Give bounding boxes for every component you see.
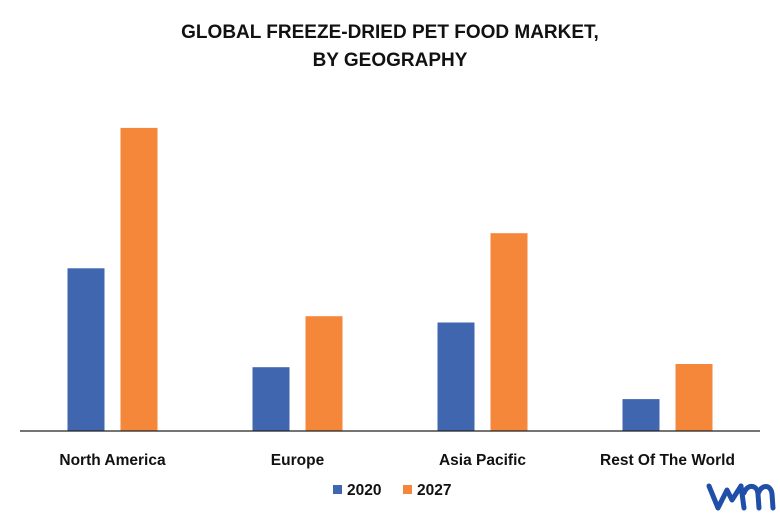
bar-2020-north-america bbox=[67, 268, 105, 431]
chart-subtitle: BY GEOGRAPHY bbox=[313, 50, 468, 71]
legend: 2020 2027 bbox=[333, 482, 451, 499]
x-tick-label: North America bbox=[59, 452, 166, 469]
x-tick-label: Asia Pacific bbox=[439, 452, 526, 469]
x-tick-label: Rest Of The World bbox=[600, 452, 735, 469]
chart-title: GLOBAL FREEZE-DRIED PET FOOD MARKET, bbox=[181, 22, 599, 43]
bar-2020-rest-of-the-world bbox=[622, 399, 660, 431]
legend-swatch-2020 bbox=[333, 485, 342, 494]
x-tick-labels: North America Europe Asia Pacific Rest Of T… bbox=[59, 452, 735, 469]
legend-label-2027: 2027 bbox=[417, 482, 451, 499]
vmr-logo-icon bbox=[706, 483, 776, 511]
bar-2020-asia-pacific bbox=[437, 322, 475, 431]
bar-2027-europe bbox=[305, 316, 343, 431]
bar-2027-asia-pacific bbox=[490, 233, 528, 431]
bars-group bbox=[67, 127, 713, 432]
bar-2027-rest-of-the-world bbox=[675, 364, 713, 431]
legend-swatch-2027 bbox=[403, 485, 412, 494]
legend-label-2020: 2020 bbox=[347, 482, 381, 499]
x-tick-label: Europe bbox=[271, 452, 325, 469]
bar-2020-europe bbox=[252, 367, 290, 431]
bar-2027-north-america bbox=[120, 127, 158, 432]
